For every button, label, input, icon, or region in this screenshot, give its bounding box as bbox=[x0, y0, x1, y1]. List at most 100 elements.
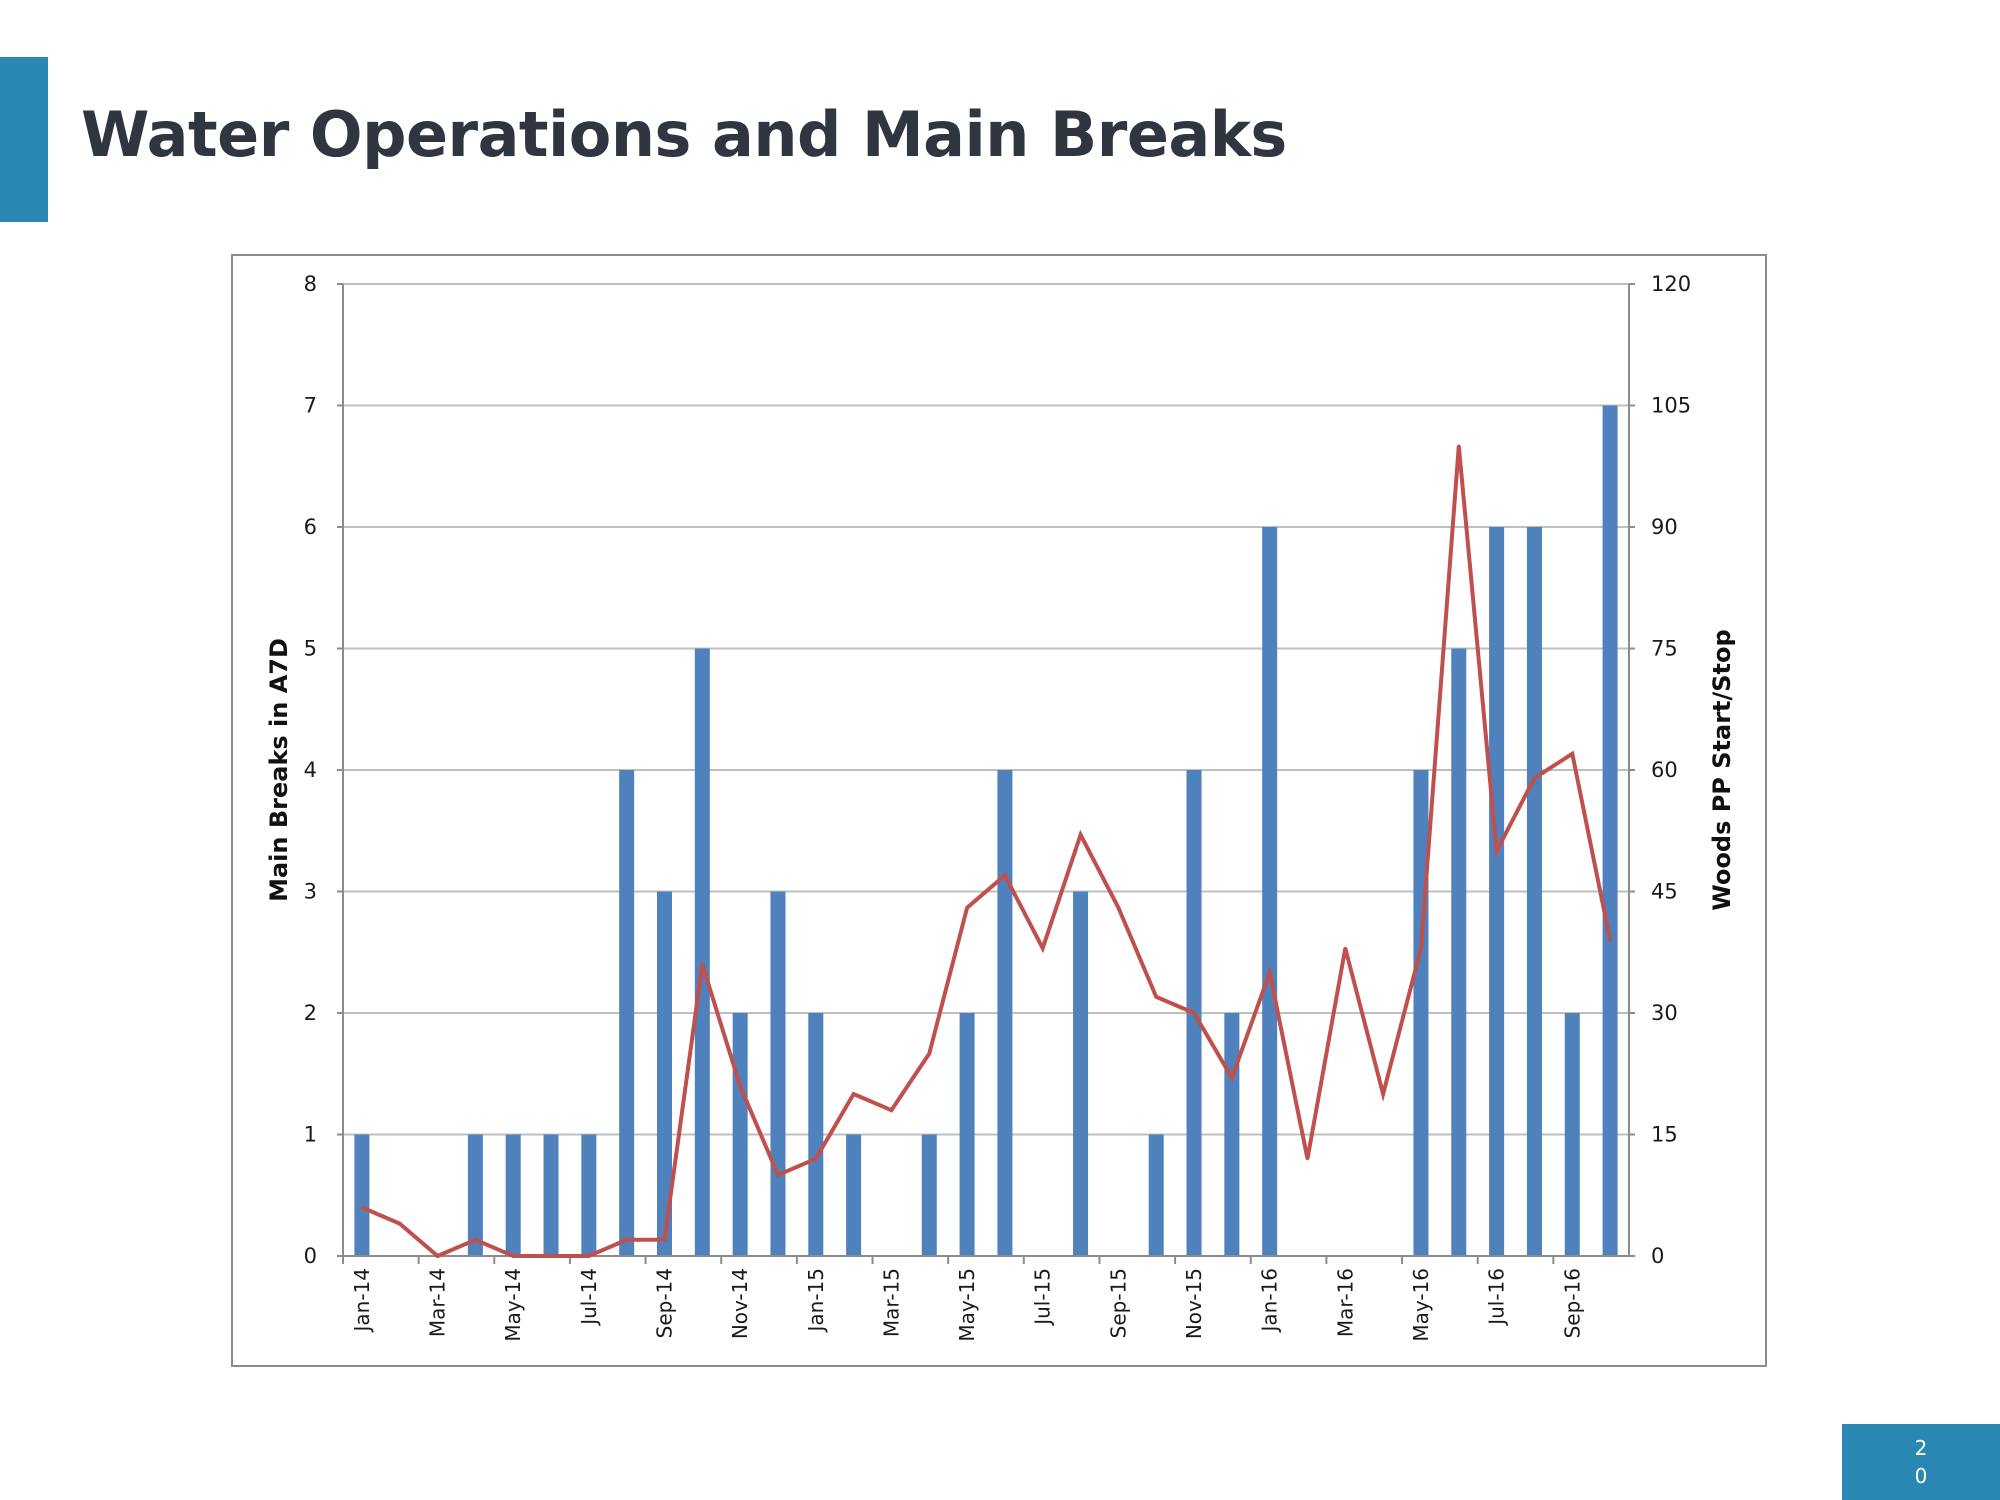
bar bbox=[770, 891, 786, 1256]
y2-tick-label: 90 bbox=[1651, 515, 1678, 539]
y-tick-label: 7 bbox=[304, 394, 317, 418]
y2-tick-label: 60 bbox=[1651, 758, 1678, 782]
line-point bbox=[1154, 995, 1158, 999]
x-tick-label: May-14 bbox=[501, 1268, 525, 1342]
line-point bbox=[1268, 971, 1272, 974]
line-point bbox=[1608, 938, 1612, 942]
bar bbox=[1224, 1013, 1240, 1256]
x-tick-label: Sep-15 bbox=[1106, 1268, 1130, 1338]
line-point bbox=[965, 906, 969, 910]
bar bbox=[694, 648, 710, 1256]
x-tick-label: Jan-15 bbox=[804, 1268, 828, 1334]
line-point bbox=[436, 1254, 440, 1258]
line-series bbox=[360, 444, 1613, 1259]
x-tick-label: Sep-14 bbox=[653, 1268, 677, 1338]
slide-title: Water Operations and Main Breaks bbox=[81, 98, 1287, 171]
line-point bbox=[776, 1173, 780, 1177]
x-tick-label: Sep-16 bbox=[1560, 1268, 1584, 1338]
bar bbox=[808, 1013, 824, 1256]
bar bbox=[921, 1134, 937, 1256]
line-point bbox=[1419, 946, 1423, 950]
page-number-box: 20 bbox=[1842, 1424, 2000, 1500]
axes bbox=[337, 283, 1635, 1264]
line-point bbox=[814, 1157, 818, 1161]
y-tick-label: 8 bbox=[304, 272, 317, 296]
y2-tick-label: 75 bbox=[1651, 637, 1678, 661]
y-tick-label: 6 bbox=[304, 515, 317, 539]
axis-labels: 0 0 1 15 2 30 3 45 4 60 5 75 6 90 7 105 8 120 Jan-14 Mar-14… bbox=[265, 272, 1736, 1342]
bar bbox=[1526, 527, 1542, 1256]
line-series-path bbox=[361, 445, 1613, 1259]
y2-tick-label: 0 bbox=[1651, 1244, 1664, 1268]
line-point bbox=[1116, 906, 1120, 910]
bar bbox=[1148, 1134, 1164, 1256]
bar bbox=[1602, 405, 1618, 1256]
bar bbox=[505, 1134, 521, 1256]
y2-axis-title: Woods PP Start/Stop bbox=[1708, 629, 1736, 910]
bar bbox=[1451, 648, 1467, 1256]
line-point bbox=[1343, 946, 1347, 950]
bar bbox=[1073, 891, 1089, 1256]
line-point bbox=[360, 1205, 364, 1209]
line-point bbox=[1457, 444, 1461, 448]
line-point bbox=[511, 1254, 515, 1258]
combo-chart: 0 0 1 15 2 30 3 45 4 60 5 75 6 90 7 105 8 120 Jan-14 Mar-14… bbox=[265, 272, 1736, 1342]
y2-tick-label: 105 bbox=[1651, 394, 1691, 418]
line-point bbox=[1192, 1011, 1196, 1015]
line-point bbox=[663, 1238, 666, 1242]
bar bbox=[657, 891, 672, 1256]
line-point bbox=[398, 1222, 402, 1226]
x-tick-label: Mar-14 bbox=[426, 1268, 450, 1337]
bar bbox=[846, 1134, 862, 1256]
bar bbox=[1262, 527, 1278, 1256]
chart-frame: 0 0 1 15 2 30 3 45 4 60 5 75 6 90 7 105 8 120 Jan-14 Mar-14… bbox=[231, 254, 1767, 1367]
y-tick-label: 5 bbox=[304, 637, 317, 661]
x-tick-label: Nov-14 bbox=[728, 1268, 752, 1339]
line-point bbox=[1079, 833, 1083, 837]
y2-tick-label: 30 bbox=[1651, 1001, 1678, 1025]
line-point bbox=[1230, 1076, 1234, 1080]
bar bbox=[354, 1134, 370, 1256]
line-point bbox=[587, 1254, 591, 1258]
y2-tick-label: 120 bbox=[1651, 272, 1691, 296]
bar bbox=[959, 1013, 975, 1256]
y-tick-label: 2 bbox=[304, 1001, 317, 1025]
bar bbox=[619, 770, 635, 1256]
title-accent-bar bbox=[0, 57, 48, 222]
x-tick-label: May-15 bbox=[955, 1268, 979, 1342]
x-tick-label: Nov-15 bbox=[1182, 1268, 1206, 1339]
bar bbox=[467, 1134, 483, 1256]
x-tick-label: Mar-16 bbox=[1333, 1268, 1357, 1337]
page-number: 20 bbox=[1914, 1436, 1928, 1488]
x-tick-label: Jan-16 bbox=[1258, 1268, 1282, 1334]
line-point bbox=[549, 1254, 553, 1258]
line-point bbox=[738, 1084, 742, 1088]
bar bbox=[1564, 1013, 1580, 1256]
line-point bbox=[1495, 849, 1499, 853]
y2-tick-label: 45 bbox=[1651, 880, 1678, 904]
y-tick-label: 1 bbox=[304, 1123, 317, 1147]
line-point bbox=[1041, 946, 1045, 950]
line-point bbox=[1003, 873, 1007, 877]
line-point bbox=[473, 1238, 477, 1242]
line-point bbox=[1532, 776, 1536, 780]
x-tick-label: May-16 bbox=[1409, 1268, 1433, 1342]
bar bbox=[997, 770, 1013, 1256]
x-tick-label: Jan-14 bbox=[350, 1268, 374, 1334]
line-point bbox=[625, 1238, 629, 1242]
y-tick-label: 3 bbox=[304, 880, 317, 904]
line-point bbox=[889, 1108, 893, 1112]
y-tick-label: 0 bbox=[304, 1244, 317, 1268]
x-tick-label: Mar-15 bbox=[879, 1268, 903, 1337]
line-point bbox=[1381, 1092, 1385, 1096]
x-tick-label: Jul-16 bbox=[1485, 1268, 1509, 1327]
bar bbox=[543, 1134, 559, 1256]
line-point bbox=[852, 1092, 856, 1096]
line-point bbox=[1306, 1157, 1309, 1161]
line-point bbox=[700, 962, 704, 966]
bar bbox=[581, 1134, 597, 1256]
bar bbox=[1489, 527, 1505, 1256]
bar bbox=[732, 1013, 748, 1256]
line-point bbox=[927, 1052, 931, 1055]
y-tick-label: 4 bbox=[304, 758, 317, 782]
